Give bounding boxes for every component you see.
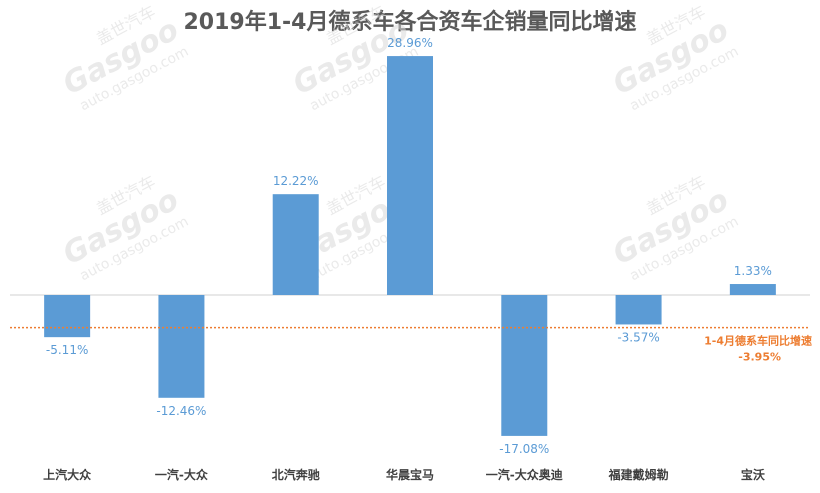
category-label: 上汽大众 — [43, 467, 92, 482]
category-label: 北汽奔驰 — [272, 467, 320, 482]
bar-value-label: -17.08% — [499, 442, 549, 456]
bar — [44, 295, 91, 338]
bar — [272, 194, 319, 295]
bar — [501, 295, 548, 436]
category-label: 福建戴姆勒 — [608, 467, 669, 482]
bar — [387, 56, 433, 295]
bar-value-label: -3.57% — [617, 330, 659, 344]
bar-value-label: 28.96% — [387, 36, 433, 50]
bar — [158, 295, 205, 398]
bar-value-label: 1.33% — [734, 264, 772, 278]
reference-line-value: -3.95% — [738, 351, 781, 364]
reference-line-name: 1-4月德系车同比增速 — [704, 334, 812, 348]
bar — [615, 295, 662, 325]
chart-title: 2019年1-4月德系车各合资车企销量同比增速 — [183, 10, 637, 35]
category-label: 华晨宝马 — [386, 467, 434, 482]
category-label: 一汽-大众奥迪 — [486, 467, 563, 482]
category-label: 一汽-大众 — [155, 467, 209, 482]
bar-value-label: 12.22% — [273, 174, 319, 188]
bar-value-label: -12.46% — [156, 404, 206, 418]
category-label: 宝沃 — [741, 467, 765, 482]
bar-value-label: -5.11% — [46, 343, 88, 357]
bar — [729, 284, 776, 295]
